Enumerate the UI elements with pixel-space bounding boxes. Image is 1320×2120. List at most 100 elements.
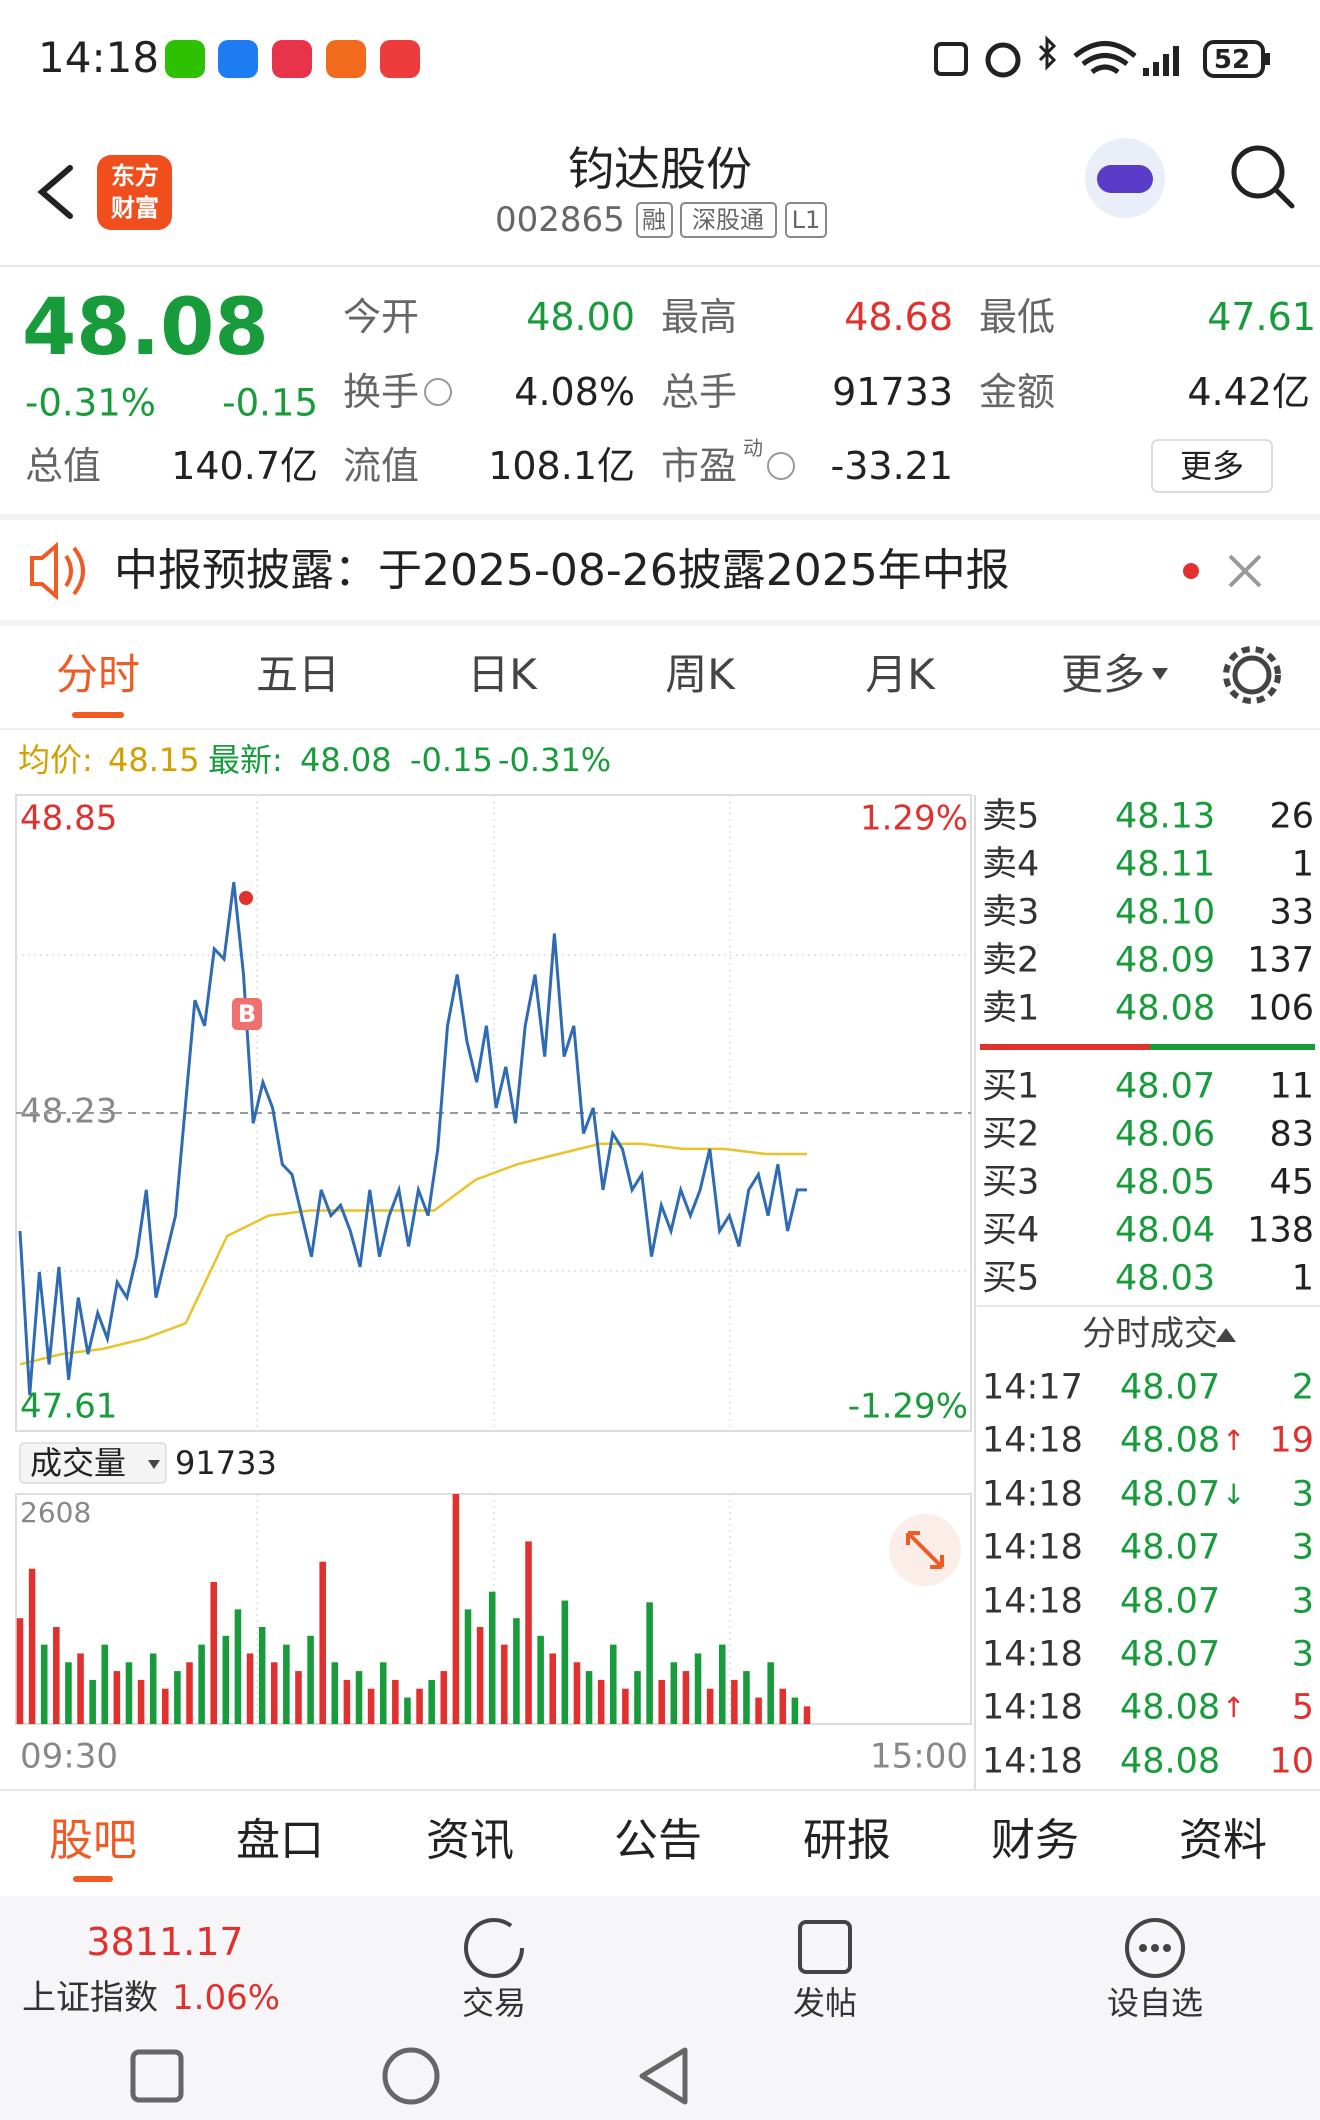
volume-bar (258, 1626, 266, 1724)
book-volume: 106 (1247, 988, 1314, 1029)
action-label[interactable]: 交易 (461, 1984, 527, 2022)
nav-back[interactable] (639, 2047, 688, 2105)
book-price: 48.13 (1115, 796, 1216, 837)
volume-bar (718, 1644, 726, 1724)
trade-time: 14:18 (982, 1687, 1083, 1728)
search-button[interactable] (1231, 145, 1285, 199)
tab-underline (72, 712, 124, 718)
volume-bar (561, 1600, 569, 1724)
volume-bar (125, 1662, 133, 1724)
chart-tab[interactable]: 日K (467, 650, 537, 699)
field-value: 140.7亿 (171, 444, 318, 488)
close-button[interactable] (1228, 554, 1262, 588)
volume-bar (404, 1697, 411, 1724)
book-volume: 11 (1269, 1066, 1314, 1107)
volume-bar (416, 1688, 423, 1724)
volume-bar (137, 1679, 145, 1724)
settings-button[interactable] (1232, 655, 1272, 695)
trade-volume: 3 (1291, 1634, 1314, 1675)
section-tab[interactable]: 资讯 (426, 1815, 514, 1866)
volume-bar (198, 1644, 205, 1724)
field-label: 市盈 (661, 444, 738, 488)
speaker-icon (30, 541, 85, 601)
post-icon[interactable] (798, 1920, 852, 1974)
divider (0, 514, 1320, 520)
section-tab[interactable]: 公告 (614, 1815, 702, 1866)
trade-arrow: ↑ (1222, 1424, 1246, 1458)
nav-home[interactable] (382, 2047, 440, 2105)
tag-box (785, 202, 827, 238)
chart-tab[interactable]: 五日 (255, 650, 341, 699)
trade-price: 48.07 (1120, 1474, 1221, 1515)
chart-tab[interactable]: 月K (865, 650, 935, 699)
chart-tab[interactable]: 更多 (1060, 650, 1146, 699)
bluetooth-icon (1038, 35, 1057, 71)
volume-bar (634, 1671, 641, 1724)
volume-bar (379, 1662, 387, 1724)
volume-bar (706, 1688, 714, 1724)
volume-bar (597, 1679, 605, 1724)
app-icon (326, 40, 366, 78)
buy-marker-label: B (238, 1000, 256, 1028)
watchlist-icon[interactable] (1125, 1918, 1185, 1978)
latest-change: -0.15 (410, 741, 493, 779)
section-tab[interactable]: 盘口 (236, 1815, 324, 1866)
chart-tab[interactable]: 分时 (55, 650, 141, 699)
book-label: 买2 (982, 1114, 1040, 1155)
tag-box (680, 202, 777, 238)
book-volume: 1 (1291, 844, 1314, 885)
index-name[interactable]: 上证指数 (22, 1978, 158, 2018)
nfc-icon (934, 42, 968, 76)
field-label: 金额 (979, 370, 1056, 414)
clock: 14:18 (38, 33, 160, 82)
field-value: 91733 (832, 370, 953, 414)
volume-bar (743, 1671, 750, 1724)
back-button[interactable] (37, 165, 73, 219)
tag: 融 (642, 206, 666, 234)
book-price: 48.08 (1115, 988, 1216, 1029)
volume-bar (367, 1688, 375, 1724)
avatar-visor (1097, 165, 1153, 193)
app-icon (272, 40, 312, 78)
volume-bar (16, 1618, 24, 1724)
book-label: 卖1 (982, 988, 1040, 1029)
trades-title[interactable]: 分时成交 (1082, 1314, 1218, 1354)
volume-bar (513, 1618, 520, 1724)
field-superscript: 动 (743, 436, 763, 460)
section-tab[interactable]: 财务 (991, 1815, 1079, 1866)
info-icon[interactable] (424, 378, 452, 406)
section-tab[interactable]: 资料 (1179, 1815, 1267, 1866)
index-change[interactable]: 1.06% (172, 1978, 281, 2018)
volume-label[interactable]: 成交量 (30, 1444, 127, 1482)
field-value: 48.68 (844, 295, 953, 339)
more-button[interactable] (1151, 439, 1273, 493)
volume-bar (452, 1494, 460, 1724)
book-price: 48.06 (1115, 1114, 1216, 1155)
trade-price: 48.08 (1120, 1420, 1221, 1461)
more-label[interactable]: 更多 (1179, 447, 1245, 485)
volume-bar (162, 1688, 169, 1724)
section-tab[interactable]: 股吧 (49, 1815, 137, 1866)
divider (0, 620, 1320, 626)
trade-arrow: ↓ (1222, 1477, 1246, 1511)
field-label: 换手 (343, 370, 420, 414)
tag: 深股通 (692, 206, 764, 234)
notice-text[interactable]: 中报预披露：于2025-08-26披露2025年中报 (114, 545, 1010, 596)
section-tab[interactable]: 研报 (803, 1815, 891, 1866)
volume-bar (585, 1671, 593, 1724)
chart-tab[interactable]: 周K (665, 650, 735, 699)
field-value: -33.21 (830, 444, 954, 488)
last-price: 48.08 (22, 283, 269, 373)
trade-icon[interactable] (464, 1918, 524, 1978)
info-icon[interactable] (767, 452, 795, 480)
nav-recent[interactable] (130, 2049, 184, 2103)
volume-bar (622, 1688, 629, 1724)
index-value[interactable]: 3811.17 (86, 1920, 244, 1964)
volume-selector[interactable] (19, 1442, 167, 1484)
avg-value: 48.15 (108, 741, 200, 779)
field-label: 今开 (343, 295, 420, 339)
volume-bar (488, 1591, 496, 1724)
action-label[interactable]: 发帖 (792, 1984, 858, 2022)
action-label[interactable]: 设自选 (1106, 1984, 1204, 2022)
volume-bar (694, 1653, 702, 1724)
